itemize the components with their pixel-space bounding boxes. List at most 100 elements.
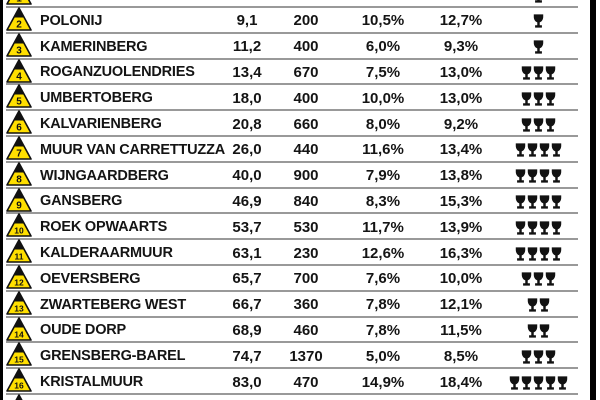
length-m: 400 <box>293 38 319 56</box>
km-mark: 26,0 <box>232 141 262 159</box>
climb-name: ROGANZUOLENDRIES <box>40 64 195 81</box>
row-separator <box>6 315 578 318</box>
row-separator <box>6 83 578 86</box>
wine-glass-icon <box>539 169 549 183</box>
length-m: 400 <box>293 89 319 107</box>
difficulty-glasses <box>492 395 584 400</box>
row-separator <box>6 57 578 60</box>
mountain-warning-triangle-icon: 14 <box>6 316 32 341</box>
wine-glass-icon <box>527 298 537 312</box>
avg-gradient: 8,3% <box>365 192 401 210</box>
wine-glass-icon <box>521 92 531 106</box>
mountain-warning-triangle-icon: 8 <box>6 161 32 186</box>
mountain-warning-triangle-icon: 6 <box>6 110 32 134</box>
avg-gradient <box>340 395 426 400</box>
mountain-warning-triangle-icon: 3 <box>6 32 32 57</box>
max-gradient: 16,3% <box>439 244 483 262</box>
max-gradient: 11,5% <box>440 321 482 339</box>
length-m: 660 <box>293 115 319 133</box>
wine-glass-icon <box>551 246 561 261</box>
avg-gradient: 10,5% <box>361 12 405 30</box>
avg-gradient: 10,0% <box>361 89 405 107</box>
difficulty-glasses <box>492 111 584 137</box>
mountain-warning-triangle-icon: 9 <box>6 187 32 212</box>
length-m: 460 <box>293 321 319 339</box>
length-m: 230 <box>293 244 319 262</box>
max-gradient: 18,4% <box>439 373 483 391</box>
avg-gradient: 5,0% <box>365 347 401 365</box>
difficulty-glasses <box>492 318 584 344</box>
avg-gradient: 14,9% <box>361 373 405 391</box>
difficulty-glasses <box>492 163 584 189</box>
wine-glass-icon <box>521 375 531 390</box>
km-mark: 11,2 <box>232 38 262 56</box>
table-row: 6 KALVARIENBERG 20,8 660 8,0% 9,2% <box>0 110 600 137</box>
table-row: 16 KRISTALMUUR 83,0 470 14,9% 18,4% <box>0 368 600 395</box>
difficulty-glasses <box>492 0 584 8</box>
max-gradient: 12,1% <box>439 296 483 314</box>
avg-gradient: 12,6% <box>361 244 405 262</box>
difficulty-glasses <box>492 214 584 240</box>
table-row: 12 OEVERSBERG 65,7 700 7,6% 10,0% <box>0 264 600 292</box>
row-separator <box>6 238 578 241</box>
wine-glass-icon <box>539 195 549 209</box>
table-row: 13 ZWARTEBERG WEST 66,7 360 7,8% 12,1% <box>0 290 600 318</box>
table-row: 9 GANSBERG 46,9 840 8,3% 15,3% <box>0 187 600 215</box>
avg-gradient: 11,6% <box>362 141 404 159</box>
mountain-warning-triangle-icon: 10 <box>6 213 32 238</box>
row-separator <box>6 134 578 137</box>
climb-number: 4 <box>16 71 22 82</box>
wine-glass-icon <box>515 169 525 183</box>
difficulty-glasses <box>492 292 584 318</box>
table-row: 10 ROEK OPWAARTS 53,7 530 11,7% 13,9% <box>0 213 600 241</box>
difficulty-glasses <box>492 60 584 86</box>
climb-number: 11 <box>15 252 24 262</box>
wine-glass-icon <box>515 195 525 209</box>
avg-gradient: 7,9% <box>365 167 401 185</box>
mountain-warning-triangle-icon: 12 <box>6 264 32 289</box>
avg-gradient: 11,7% <box>362 218 404 236</box>
avg-gradient: 7,6% <box>365 270 401 288</box>
table-row: 14 OUDE DORP 68,9 460 7,8% 11,5% <box>0 316 600 344</box>
length-m <box>272 395 340 400</box>
mountain-warning-triangle-icon: 17 <box>15 393 23 400</box>
wine-glass-icon <box>521 350 531 364</box>
table-row: 4 ROGANZUOLENDRIES 13,4 670 7,5% 13,0% <box>0 58 600 86</box>
table-row: 2 POLONIJ 9,1 200 10,5% 12,7% <box>0 7 600 34</box>
length-m: 840 <box>293 192 319 210</box>
climb-number: 10 <box>14 226 24 236</box>
difficulty-glasses <box>492 137 584 163</box>
row-separator <box>6 186 578 189</box>
climb-number: 5 <box>16 97 22 108</box>
row-separator <box>6 212 578 215</box>
wine-glass-icon <box>539 324 549 338</box>
mountain-warning-triangle-icon: 4 <box>6 58 32 83</box>
wine-glass-icon <box>533 40 543 54</box>
difficulty-glasses <box>492 8 584 34</box>
wine-glass-icon <box>545 272 555 286</box>
climb-name: OEVERSBERG <box>40 270 141 287</box>
climb-name: OUDE DORP <box>40 322 127 339</box>
km-mark: 83,0 <box>232 373 262 391</box>
wine-glass-icon <box>545 350 555 364</box>
mountain-warning-triangle-icon: 5 <box>6 84 32 109</box>
wine-glass-icon <box>539 246 549 261</box>
wine-glass-icon <box>527 221 537 235</box>
length-m: 1370 <box>289 347 323 365</box>
wine-glass-icon <box>533 117 543 132</box>
avg-gradient: 8,0% <box>365 115 401 133</box>
climb-name: KALDERAARMUUR <box>40 245 173 262</box>
km-mark: 53,7 <box>232 218 262 236</box>
table-row: 1 <box>0 0 600 8</box>
max-gradient: 13,0% <box>439 63 483 81</box>
row-separator <box>6 392 578 395</box>
wine-glass-icon <box>527 246 537 261</box>
climb-name: KRISTALMUUR <box>40 374 144 391</box>
length-m: 530 <box>293 218 319 236</box>
row-separator <box>6 109 578 112</box>
row-separator <box>6 367 578 370</box>
wine-glass-icon <box>545 66 555 80</box>
max-gradient: 13,0% <box>439 89 483 107</box>
avg-gradient: 7,8% <box>365 296 401 314</box>
